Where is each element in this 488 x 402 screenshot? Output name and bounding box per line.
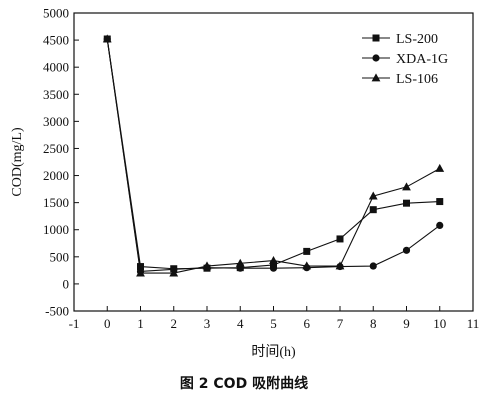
y-tick-label: -500 bbox=[45, 304, 69, 319]
data-point-ls-106 bbox=[136, 268, 145, 277]
data-point-ls-106 bbox=[202, 261, 212, 270]
series-layer bbox=[102, 34, 445, 277]
x-tick-label: 6 bbox=[304, 316, 311, 331]
legend: LS-200 XDA-1G LS-106 bbox=[362, 32, 448, 87]
legend-item-ls-200: LS-200 bbox=[362, 32, 438, 47]
series-xda-1g bbox=[103, 35, 444, 276]
series-line-xda-1g bbox=[106, 38, 441, 273]
series-ls-200 bbox=[103, 35, 444, 273]
legend-marker bbox=[372, 34, 380, 42]
data-point-xda-1g bbox=[402, 246, 411, 254]
data-point-ls-200 bbox=[436, 198, 444, 206]
y-tick-label: 4500 bbox=[43, 33, 69, 48]
x-tick-label: 5 bbox=[270, 316, 277, 331]
legend-item-ls-106: LS-106 bbox=[362, 72, 438, 87]
x-tick-label: 11 bbox=[467, 316, 480, 331]
x-tick-label: 4 bbox=[237, 316, 244, 331]
x-tick-label: 8 bbox=[370, 316, 377, 331]
data-point-ls-200 bbox=[336, 235, 344, 243]
x-tick-label: 7 bbox=[337, 316, 344, 331]
y-tick-label: 3500 bbox=[43, 87, 69, 102]
y-tick-label: 3000 bbox=[43, 114, 69, 129]
data-point-ls-106 bbox=[435, 163, 445, 172]
data-point-ls-106 bbox=[169, 268, 179, 277]
x-tick-label: 2 bbox=[171, 316, 178, 331]
y-tick-label: 1000 bbox=[43, 222, 69, 237]
y-tick-label: 5000 bbox=[43, 6, 69, 21]
y-tick-label: 1500 bbox=[43, 195, 69, 210]
axis-ticks-layer: -1 0 1 2 3 4 5 6 7 8 9 10 11 -500 0 500 1000 1500 2000 2500… bbox=[43, 6, 479, 332]
series-line-ls-106 bbox=[106, 38, 441, 274]
data-point-ls-106 bbox=[335, 261, 345, 270]
data-point-ls-200 bbox=[303, 247, 311, 255]
x-tick-label: 3 bbox=[204, 316, 211, 331]
x-axis-title: 时间(h) bbox=[251, 344, 296, 360]
legend-marker bbox=[372, 54, 380, 62]
legend-marker bbox=[371, 73, 381, 82]
data-point-ls-200 bbox=[403, 199, 410, 207]
legend-label: LS-200 bbox=[396, 32, 438, 47]
data-point-xda-1g bbox=[436, 221, 444, 229]
y-tick-label: 0 bbox=[63, 276, 70, 291]
x-tick-label: 10 bbox=[433, 316, 446, 331]
x-tick-label: -1 bbox=[69, 316, 80, 331]
y-tick-label: 2500 bbox=[43, 141, 69, 156]
series-ls-106 bbox=[102, 34, 445, 277]
legend-label: LS-106 bbox=[396, 72, 438, 87]
data-point-ls-106 bbox=[269, 256, 278, 265]
data-point-ls-200 bbox=[369, 206, 377, 214]
data-point-ls-106 bbox=[368, 191, 378, 200]
y-axis-title: COD(mg/L) bbox=[10, 127, 25, 197]
data-point-ls-200 bbox=[137, 263, 144, 271]
y-tick-label: 2000 bbox=[43, 168, 69, 183]
x-tick-label: 9 bbox=[403, 316, 410, 331]
data-point-ls-106 bbox=[235, 258, 245, 267]
legend-label: XDA-1G bbox=[396, 52, 448, 67]
data-point-ls-106 bbox=[302, 261, 312, 270]
data-point-ls-106 bbox=[102, 34, 112, 43]
y-tick-label: 500 bbox=[50, 249, 70, 264]
y-tick-label: 4000 bbox=[43, 60, 69, 75]
data-point-xda-1g bbox=[369, 262, 377, 270]
series-line-ls-200 bbox=[106, 38, 440, 270]
data-point-xda-1g bbox=[269, 264, 278, 272]
legend-item-xda-1g: XDA-1G bbox=[362, 52, 448, 67]
x-tick-label: 1 bbox=[137, 316, 144, 331]
figure-caption: 图 2 COD 吸附曲线 bbox=[180, 375, 308, 392]
data-point-ls-106 bbox=[402, 182, 411, 191]
x-tick-label: 0 bbox=[104, 316, 111, 331]
